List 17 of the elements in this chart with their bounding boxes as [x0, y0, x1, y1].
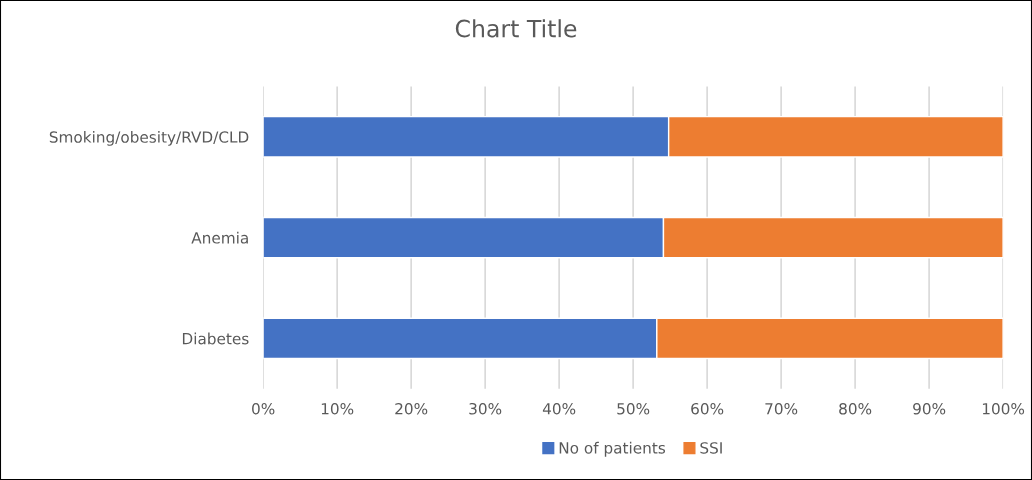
- y-tick-label: Diabetes: [182, 332, 249, 345]
- x-tick-label: 30%: [469, 402, 502, 415]
- x-tick-label: 60%: [691, 402, 724, 415]
- chart-title: Chart Title: [455, 19, 577, 38]
- x-tick-label: 100%: [982, 402, 1025, 415]
- x-tick-label: 80%: [839, 402, 872, 415]
- x-tick-label: 0%: [252, 402, 275, 415]
- legend-label: SSI: [700, 442, 722, 454]
- y-tick-label: Anemia: [191, 231, 248, 244]
- x-tick-label: 20%: [395, 402, 428, 415]
- legend-label: No of patients: [559, 441, 666, 457]
- y-tick-label: Smoking/obesity/RVD/CLD: [49, 131, 249, 146]
- x-tick-label: 90%: [913, 402, 946, 415]
- x-tick-label: 70%: [765, 402, 798, 415]
- x-tick-label: 10%: [321, 402, 354, 415]
- x-tick-label: 50%: [617, 402, 650, 415]
- x-tick-label: 40%: [542, 402, 576, 415]
